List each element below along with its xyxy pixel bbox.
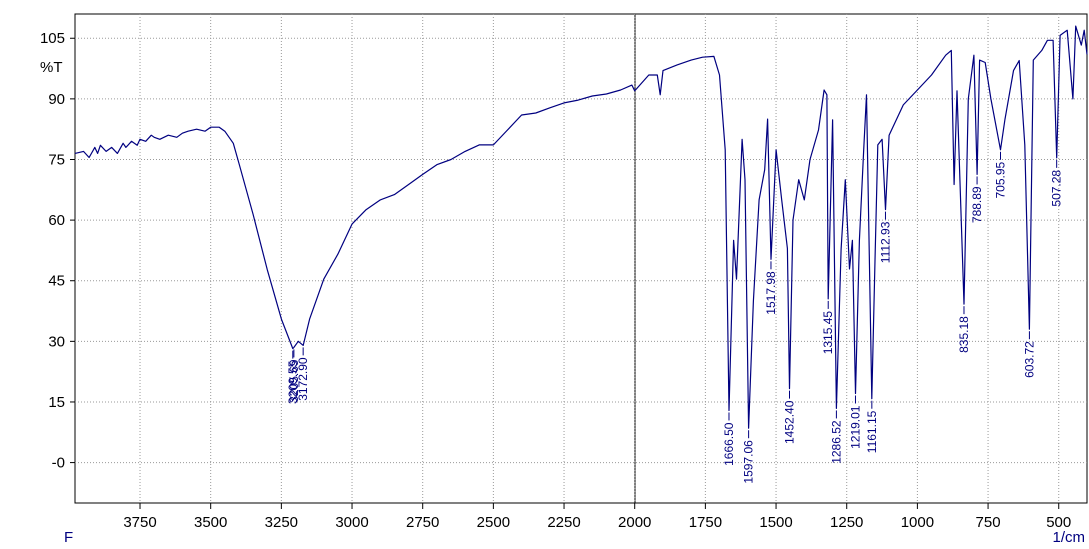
peak-label: 835.18 (957, 316, 971, 353)
spectrum-line (74, 25, 1088, 429)
peak-label: 1161.15 (865, 410, 879, 453)
x-tick-label: 3750 (123, 514, 156, 531)
x-tick-label: 3000 (335, 514, 368, 531)
x-tick-label: 2250 (547, 514, 580, 531)
x-tick-label: 1750 (689, 514, 722, 531)
x-tick-label: 2000 (618, 514, 651, 531)
x-tick-label: 1000 (901, 514, 934, 531)
plot-frame (74, 13, 1088, 504)
peak-label: 1112.93 (879, 221, 893, 263)
y-tick-label: 15 (48, 394, 65, 411)
y-tick-label: 75 (48, 151, 65, 168)
x-tick-label: 3500 (194, 514, 227, 531)
y-tick-label: 105 (40, 30, 65, 47)
y-axis-label: %T (40, 59, 63, 76)
peak-label: 3209.55 (286, 360, 300, 404)
peak-label: 788.89 (970, 186, 984, 223)
x-tick-label: 2500 (477, 514, 510, 531)
y-tick-label: 45 (48, 273, 65, 290)
x-tick-label: 1250 (830, 514, 863, 531)
peak-label: 1666.50 (722, 422, 736, 466)
x-tick-label: 2750 (406, 514, 439, 531)
peak-label: 705.95 (994, 161, 1008, 198)
x-tick-label: 750 (976, 514, 1001, 531)
peak-label: 1517.98 (764, 271, 778, 315)
y-tick-label: 30 (48, 333, 65, 350)
peak-label: 3172.90 (296, 357, 310, 401)
y-tick-label: 60 (48, 212, 65, 229)
y-tick-label: 90 (48, 91, 65, 108)
footer: F (64, 529, 73, 546)
y-tick-label: -0 (52, 455, 65, 472)
peak-label: 1286.52 (829, 420, 843, 464)
x-tick-label: 500 (1046, 514, 1071, 531)
peak-label: 1219.01 (849, 405, 863, 449)
peak-label: 3205.69 (287, 359, 301, 403)
peak-label: 1597.06 (742, 440, 756, 484)
peak-label: 1452.40 (783, 400, 797, 444)
peak-label: 1315.45 (821, 311, 835, 355)
x-tick-label: 3250 (265, 514, 298, 531)
peak-label: 507.28 (1050, 170, 1064, 207)
x-axis-label: 1/cm (1052, 529, 1085, 546)
x-tick-label: 1500 (759, 514, 792, 531)
peak-label: 603.72 (1022, 341, 1036, 378)
